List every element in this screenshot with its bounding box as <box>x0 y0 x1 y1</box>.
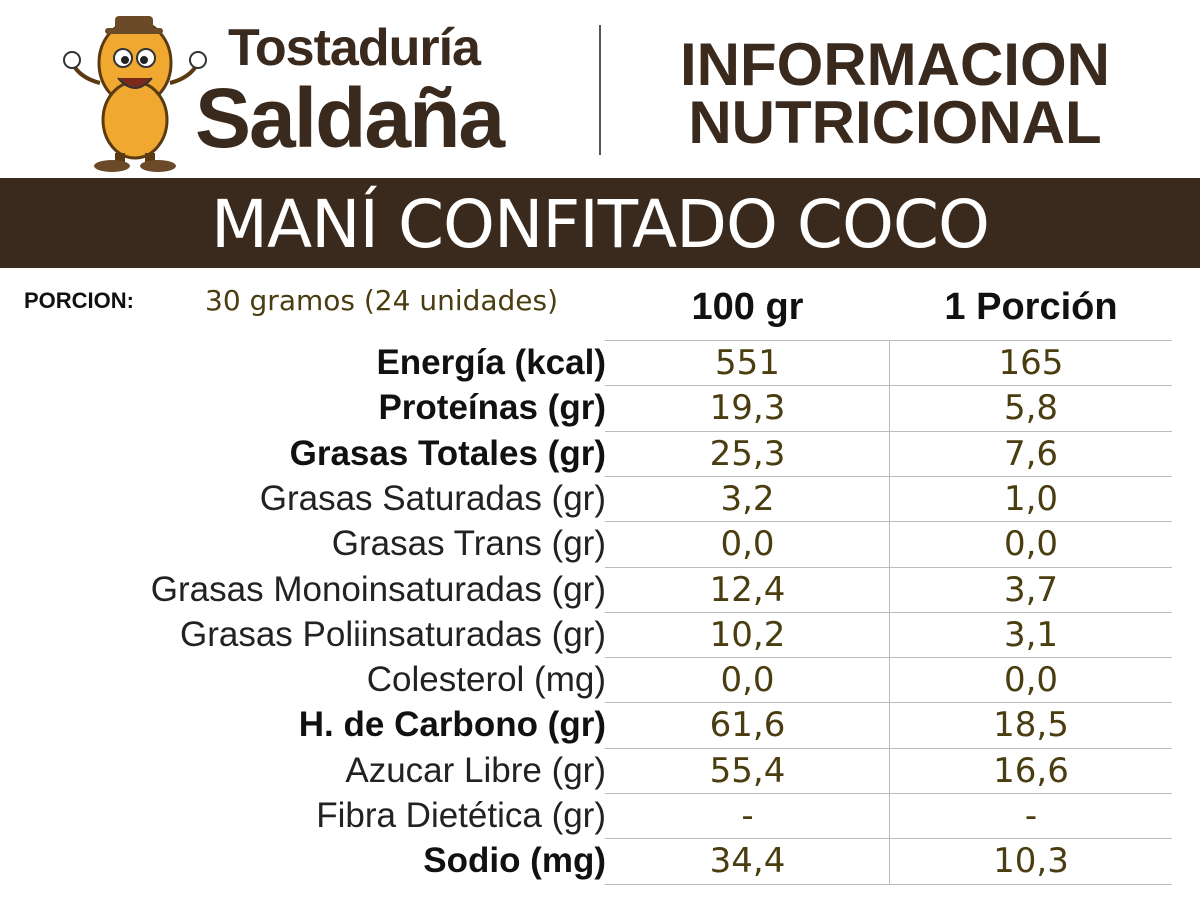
product-name: MANÍ CONFITADO COCO <box>211 186 990 263</box>
portion-label: PORCION: <box>24 288 134 313</box>
column-header: 1 Porción <box>944 286 1118 328</box>
cell-value: 7,6 <box>1003 433 1059 474</box>
row-line <box>605 838 1172 840</box>
row-label: Grasas Monoinsaturadas (gr) <box>150 569 606 609</box>
cell-value: 0,0 <box>720 524 775 565</box>
row-label: Proteínas (gr) <box>378 388 606 428</box>
brand-line: Saldaña <box>195 71 505 165</box>
row-line <box>605 883 1172 885</box>
row-line <box>605 702 1172 704</box>
title-line: NUTRICIONAL <box>688 89 1102 156</box>
row-label: Energía (kcal) <box>376 343 606 382</box>
row-label: Fibra Dietética (gr) <box>316 796 606 835</box>
row-line <box>605 521 1172 523</box>
row-line <box>605 657 1172 659</box>
cell-value: 551 <box>715 343 780 383</box>
title-line: INFORMACION <box>680 31 1110 98</box>
cell-value: 3,2 <box>720 478 775 519</box>
brand-line: Tostaduría <box>228 19 481 77</box>
cell-value: 1,0 <box>1003 478 1059 519</box>
cell-value: 12,4 <box>709 569 786 610</box>
row-line <box>605 566 1172 568</box>
row-line <box>605 747 1172 749</box>
row-label: Grasas Totales (gr) <box>289 433 606 473</box>
cell-value: 5,8 <box>1003 388 1059 429</box>
mascot <box>63 16 207 172</box>
cell-value: - <box>741 796 754 836</box>
cell-value: 25,3 <box>709 433 786 474</box>
row-label: Azucar Libre (gr) <box>345 750 606 790</box>
row-line <box>605 475 1172 477</box>
cell-value: 0,0 <box>720 660 775 701</box>
cell-value: 3,1 <box>1003 614 1059 655</box>
cell-value: 0,0 <box>1003 524 1059 565</box>
cell-value: 165 <box>998 343 1064 383</box>
cell-value: 19,3 <box>709 388 786 429</box>
portion-value: 30 gramos (24 unidades) <box>205 284 559 317</box>
column-header: 100 gr <box>691 286 804 328</box>
row-label: Grasas Poliinsaturadas (gr) <box>180 614 606 654</box>
divider <box>599 25 601 155</box>
row-line <box>605 340 1172 341</box>
row-label: H. de Carbono (gr) <box>298 705 606 745</box>
cell-value: 10,3 <box>993 841 1069 882</box>
row-line <box>605 430 1172 432</box>
cell-value: 34,4 <box>709 841 786 882</box>
cell-value: 18,5 <box>993 705 1069 746</box>
cell-value: - <box>1024 796 1038 836</box>
row-line <box>605 793 1172 794</box>
product-band <box>0 178 1200 268</box>
cell-value: 10,2 <box>709 614 786 655</box>
row-line <box>605 385 1172 387</box>
cell-value: 55,4 <box>709 750 786 791</box>
row-label: Sodio (mg) <box>423 841 606 881</box>
cell-value: 0,0 <box>1003 660 1059 701</box>
cell-value: 16,6 <box>993 750 1069 791</box>
cell-value: 3,7 <box>1003 569 1059 610</box>
row-label: Grasas Trans (gr) <box>331 524 606 564</box>
cell-value: 61,6 <box>709 705 786 746</box>
row-label: Colesterol (mg) <box>366 660 606 700</box>
row-label: Grasas Saturadas (gr) <box>259 478 606 518</box>
row-line <box>605 611 1172 613</box>
